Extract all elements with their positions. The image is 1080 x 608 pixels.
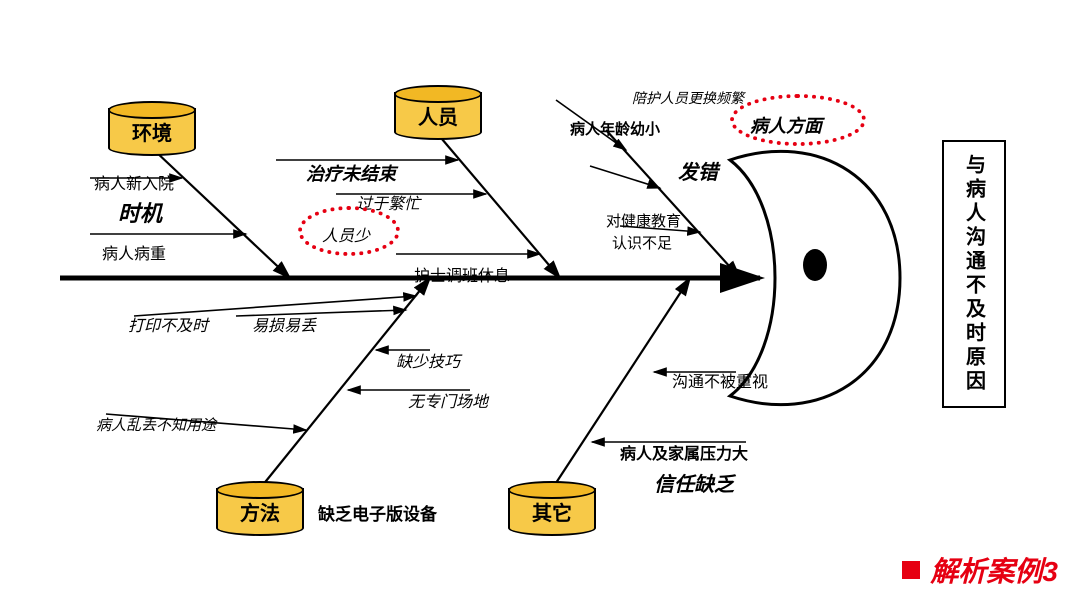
footer-text: 解析案例3 [930, 550, 1058, 590]
cause-label-l13: 认识不足 [612, 232, 672, 253]
bone-method-bone [262, 278, 430, 486]
category-cylinder-env: 环境 [110, 108, 194, 154]
fish-eye-icon [803, 249, 827, 281]
bone-env-bone [154, 150, 290, 278]
category-label-people: 人员 [396, 92, 480, 144]
cause-label-l4: 治疗未结束 [306, 160, 396, 186]
cause-label-l9: 病人年龄幼小 [570, 118, 660, 139]
head-label-text: 与病人沟通不及时原因 [960, 154, 989, 394]
category-label-env: 环境 [110, 108, 194, 160]
cause-label-l12: 对健康教育 [606, 210, 681, 231]
cause-label-l1: 病人新入院 [94, 170, 174, 194]
cause-label-l17: 无专门场地 [408, 388, 488, 412]
cause-label-l21: 病人及家属压力大 [620, 440, 748, 464]
cause-label-l8: 陪护人员更换频繁 [632, 88, 744, 108]
cause-label-l20: 沟通不被重视 [672, 368, 768, 392]
cause-label-l22: 信任缺乏 [654, 468, 734, 497]
category-cylinder-other: 其它 [510, 488, 594, 534]
cause-label-l3: 病人病重 [102, 240, 166, 264]
cause-label-l15: 易损易丢 [252, 312, 316, 336]
bone-people-bone [436, 132, 560, 278]
bone-extra-upper [606, 130, 740, 278]
highlight-oval-1 [730, 94, 866, 146]
cause-label-l19: 缺乏电子版设备 [318, 500, 437, 525]
cause-label-l18: 病人乱丢不知用途 [96, 414, 216, 435]
cause-label-l14: 打印不及时 [128, 312, 208, 336]
footer-bullet-icon [902, 561, 920, 579]
category-label-method: 方法 [218, 488, 302, 540]
head-label-box: 与病人沟通不及时原因 [942, 140, 1006, 408]
category-cylinder-method: 方法 [218, 488, 302, 534]
cause-label-l11: 发错 [678, 156, 718, 185]
cause-label-l2: 时机 [118, 196, 162, 228]
cause-label-l7: 护士调班休息 [414, 262, 510, 286]
highlight-oval-0 [298, 206, 400, 256]
category-cylinder-people: 人员 [396, 92, 480, 138]
cause-label-l16: 缺少技巧 [396, 348, 460, 372]
footer-title: 解析案例3 [902, 550, 1058, 590]
category-label-other: 其它 [510, 488, 594, 540]
